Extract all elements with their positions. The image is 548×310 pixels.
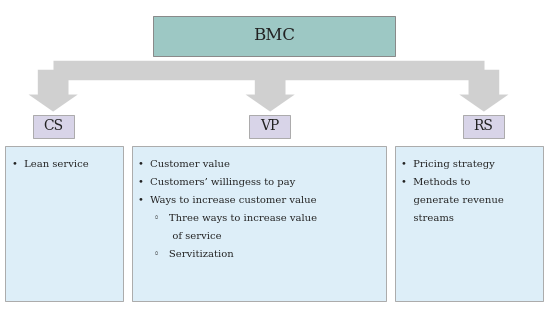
Text: CS: CS — [43, 119, 64, 133]
Text: of service: of service — [138, 232, 222, 241]
Text: •  Customer value: • Customer value — [138, 160, 230, 169]
Text: VP: VP — [260, 119, 279, 133]
FancyBboxPatch shape — [153, 16, 395, 56]
Text: ◦   Servitization: ◦ Servitization — [138, 250, 234, 259]
Text: BMC: BMC — [253, 27, 295, 44]
FancyBboxPatch shape — [33, 115, 74, 138]
Text: •  Customers’ willingess to pay: • Customers’ willingess to pay — [138, 178, 295, 187]
Text: •  Pricing strategy: • Pricing strategy — [401, 160, 495, 169]
Polygon shape — [246, 70, 295, 112]
Text: ◦   Three ways to increase value: ◦ Three ways to increase value — [138, 214, 317, 223]
Text: RS: RS — [473, 119, 494, 133]
Polygon shape — [459, 70, 509, 112]
FancyBboxPatch shape — [5, 146, 123, 301]
Text: •  Lean service: • Lean service — [12, 160, 89, 169]
Text: generate revenue: generate revenue — [401, 196, 504, 205]
Text: streams: streams — [401, 214, 454, 223]
FancyBboxPatch shape — [395, 146, 543, 301]
Text: •  Methods to: • Methods to — [401, 178, 471, 187]
FancyBboxPatch shape — [463, 115, 504, 138]
FancyBboxPatch shape — [249, 115, 290, 138]
Text: •  Ways to increase customer value: • Ways to increase customer value — [138, 196, 317, 205]
Polygon shape — [28, 70, 78, 112]
FancyBboxPatch shape — [132, 146, 386, 301]
